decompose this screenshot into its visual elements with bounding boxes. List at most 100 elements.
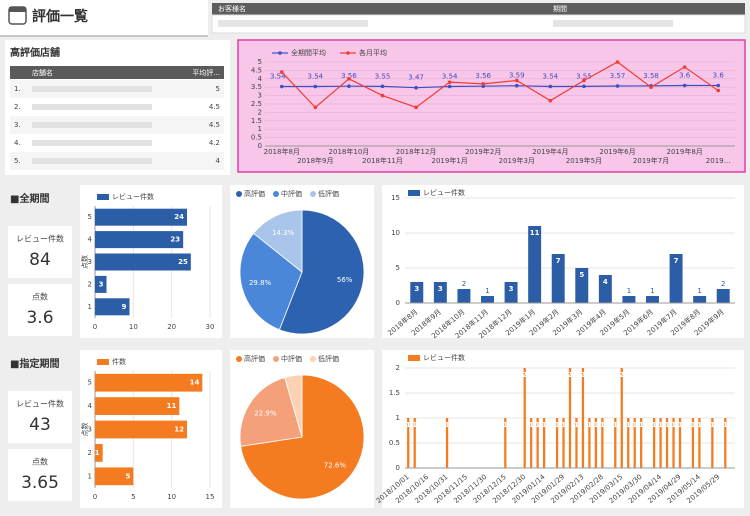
data-label: 14.3% — [272, 229, 295, 237]
data-label: 2 — [568, 371, 573, 379]
bar[interactable] — [528, 226, 542, 303]
bar[interactable] — [481, 296, 494, 303]
legend-label: 低評価 — [318, 189, 339, 198]
bar[interactable] — [413, 418, 416, 468]
bar — [95, 231, 184, 249]
x-tick-label: 2019… — [706, 157, 731, 165]
bar[interactable] — [433, 282, 447, 303]
bar — [95, 397, 180, 415]
bar[interactable] — [622, 296, 636, 303]
data-label: 3.55 — [375, 72, 391, 80]
pie-slice — [252, 209, 303, 273]
data-label: 3.56 — [475, 72, 491, 80]
bar[interactable] — [614, 418, 617, 468]
bar[interactable] — [504, 418, 507, 468]
bar[interactable] — [724, 418, 727, 468]
bar[interactable] — [698, 418, 701, 468]
blurred-store-name — [32, 86, 152, 92]
data-label: 2 — [619, 371, 624, 379]
data-label: 3.55 — [576, 72, 592, 80]
series-line — [281, 84, 719, 89]
bar[interactable] — [575, 418, 578, 468]
legend-label: 高評価 — [244, 189, 265, 198]
section-title: ■指定期間 — [10, 357, 59, 370]
bar[interactable] — [410, 282, 424, 303]
bar[interactable] — [457, 289, 471, 303]
series-point — [380, 93, 385, 98]
data-label: 2 — [522, 371, 527, 379]
bar[interactable] — [568, 368, 572, 468]
pie-slice — [239, 232, 303, 331]
ranking-rank: 5. — [14, 157, 21, 165]
x-tick-label: 2018年11月 — [362, 156, 403, 165]
bar[interactable] — [530, 418, 533, 468]
data-label: 29.8% — [249, 279, 272, 287]
bar[interactable] — [640, 418, 643, 468]
header-icon-top — [9, 7, 26, 12]
bar[interactable] — [504, 282, 518, 303]
kpi-value: 84 — [29, 250, 51, 270]
bar[interactable] — [627, 418, 630, 468]
bar[interactable] — [542, 418, 546, 468]
bar[interactable] — [407, 418, 410, 468]
data-label: 1 — [561, 421, 566, 429]
data-label: 11 — [167, 402, 177, 410]
bar[interactable] — [633, 418, 636, 468]
data-label: 4 — [603, 278, 608, 286]
series-point — [615, 84, 620, 88]
bar[interactable] — [588, 418, 591, 468]
bar[interactable] — [445, 418, 449, 468]
data-label: 56% — [337, 276, 353, 284]
data-label: 3 — [99, 280, 104, 288]
bar — [95, 420, 187, 439]
data-label: 1 — [412, 421, 417, 429]
bar[interactable] — [536, 418, 539, 468]
bar[interactable] — [711, 418, 714, 468]
bar[interactable] — [601, 418, 604, 468]
legend-label: 件数 — [112, 357, 126, 366]
series-point — [380, 84, 385, 89]
kpi-value: 3.6 — [26, 308, 53, 328]
data-label: 3.57 — [610, 72, 626, 80]
bar[interactable] — [716, 289, 730, 303]
bar[interactable] — [665, 418, 669, 468]
bar[interactable] — [659, 418, 662, 468]
blurred-period — [553, 20, 673, 27]
kpi-label: レビュー件数 — [16, 234, 64, 244]
ranking-score: 4.5 — [209, 103, 220, 111]
bar — [95, 373, 203, 392]
y-tick-label: 3.5 — [251, 83, 262, 91]
bar[interactable] — [523, 368, 526, 468]
bar[interactable] — [551, 254, 565, 303]
y-tick-label: 2 — [396, 364, 400, 372]
bar[interactable] — [678, 418, 682, 468]
legend-label: 各月平均 — [359, 48, 387, 57]
series-point — [716, 88, 721, 93]
bar[interactable] — [693, 296, 707, 303]
pie-slice — [284, 374, 303, 438]
bar[interactable] — [691, 418, 695, 468]
data-label: 1 — [555, 421, 560, 429]
bar[interactable] — [575, 268, 589, 303]
bar[interactable] — [672, 418, 675, 468]
y-tick-label: 5 — [258, 58, 262, 66]
bar[interactable] — [562, 418, 565, 468]
bar[interactable] — [594, 418, 598, 468]
bar[interactable] — [581, 368, 585, 468]
x-tick-label: 20 — [167, 323, 176, 331]
bar[interactable] — [555, 418, 559, 468]
y-tick-label: 1 — [396, 414, 400, 422]
filter-row[interactable] — [211, 14, 746, 34]
bar[interactable] — [646, 296, 659, 303]
data-label: 24 — [174, 213, 184, 221]
bar[interactable] — [652, 418, 656, 468]
bar[interactable] — [620, 368, 623, 468]
legend-label: レビュー件数 — [112, 192, 154, 201]
bar[interactable] — [669, 254, 683, 303]
data-label: 1 — [613, 421, 618, 429]
series-point — [548, 84, 553, 89]
bar[interactable] — [598, 275, 612, 303]
data-label: 1 — [600, 421, 605, 429]
y-tick-label: 10 — [391, 229, 400, 237]
y-tick-label: 3 — [258, 92, 262, 100]
